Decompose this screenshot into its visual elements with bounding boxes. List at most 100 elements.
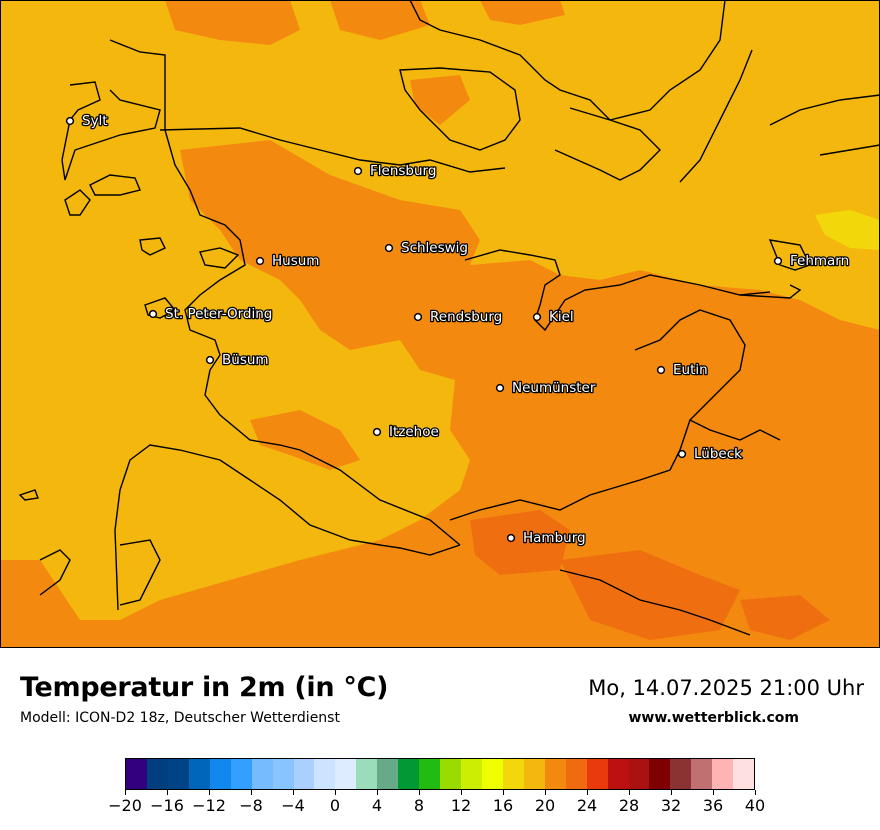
city-label: Neumünster (512, 380, 596, 396)
city-marker (205, 355, 215, 365)
city-label: St. Peter-Ording (165, 306, 272, 322)
city-kiel: Kiel (532, 308, 575, 326)
colorbar-tick (502, 790, 504, 795)
colorbar-tick (544, 790, 546, 795)
city-marker (372, 427, 382, 437)
city-label: Itzehoe (389, 424, 439, 440)
city-label: Husum (272, 253, 319, 269)
colorbar-segment (126, 759, 147, 789)
website-link[interactable]: www.wetterblick.com (628, 710, 800, 726)
colorbar-tick (754, 790, 756, 795)
colorbar-tick-label: 24 (576, 796, 598, 815)
colorbar-segment (523, 759, 545, 789)
city-label: Rendsburg (430, 309, 502, 325)
city-husum: Husum (255, 252, 321, 270)
colorbar-tick-label: 8 (413, 796, 425, 815)
colorbar-tick-label: 0 (329, 796, 341, 815)
city-marker (677, 449, 687, 459)
city-buesum: Büsum (205, 351, 270, 369)
city-marker (413, 312, 423, 322)
city-label: Eutin (673, 362, 708, 378)
colorbar-tick (586, 790, 588, 795)
city-marker (148, 309, 158, 319)
colorbar-segment (440, 759, 461, 789)
colorbar-tick-label: −8 (239, 796, 263, 815)
city-label: Lübeck (694, 446, 742, 462)
colorbar-tick (712, 790, 714, 795)
city-label: Büsum (222, 352, 269, 368)
colorbar-tick (250, 790, 252, 795)
colorbar-tick (292, 790, 294, 795)
colorbar-segment (565, 759, 587, 789)
colorbar-tick-label: 40 (744, 796, 766, 815)
city-flensburg: Flensburg (353, 162, 438, 180)
city-label: Sylt (82, 113, 108, 129)
colorbar-segment (502, 759, 524, 789)
colorbar-segment (481, 759, 503, 789)
colorbar-segment (356, 759, 378, 789)
colorbar-segment (335, 759, 357, 789)
city-sylt: Sylt (65, 112, 109, 130)
city-fehmarn: Fehmarn (773, 252, 850, 270)
colorbar-segment (712, 759, 734, 789)
city-marker (773, 256, 783, 266)
hot-regions (470, 510, 830, 640)
colorbar-segment (691, 759, 713, 789)
colorbar-segment (314, 759, 336, 789)
cool-spot (815, 210, 880, 250)
city-schleswig: Schleswig (384, 239, 469, 257)
temperature-colorbar (125, 758, 755, 790)
colorbar-segment (377, 759, 399, 789)
city-itzehoe: Itzehoe (372, 423, 440, 441)
colorbar-tick-label: 32 (660, 796, 682, 815)
colorbar-segment (293, 759, 315, 789)
colorbar-segment (272, 759, 294, 789)
colorbar-segment (230, 759, 252, 789)
colorbar-segment (670, 759, 692, 789)
colorbar-tick (460, 790, 462, 795)
coastlines (18, 0, 880, 636)
city-marker (506, 533, 516, 543)
colorbar-tick (628, 790, 630, 795)
colorbar-segment (209, 759, 231, 789)
city-marker (656, 365, 666, 375)
city-marker (65, 116, 75, 126)
city-label: Schleswig (401, 240, 468, 256)
colorbar-segment (733, 759, 755, 789)
colorbar-segment (167, 759, 189, 789)
colorbar-segment (649, 759, 671, 789)
colorbar-tick-label: −16 (150, 796, 184, 815)
model-info: Modell: ICON-D2 18z, Deutscher Wetterdie… (20, 710, 340, 726)
colorbar-tick-label: 4 (371, 796, 383, 815)
colorbar-segment (586, 759, 608, 789)
city-label: Flensburg (370, 163, 436, 179)
colorbar-tick-label: 36 (702, 796, 724, 815)
footer: Temperatur in 2m (in °C) Modell: ICON-D2… (0, 648, 880, 830)
city-luebeck: Lübeck (677, 445, 743, 463)
colorbar-ticks: −20 −16 −12 −8 −4 0 4 8 12 16 20 24 28 32 36 40 (0, 790, 880, 820)
city-neumuenster: Neumünster (495, 379, 597, 397)
colorbar-segment (461, 759, 482, 789)
city-label: Fehmarn (790, 253, 849, 269)
colorbar-tick-label: −4 (281, 796, 305, 815)
colorbar-segment (146, 759, 168, 789)
colorbar-segment (398, 759, 420, 789)
colorbar-segment (607, 759, 629, 789)
colorbar-tick-label: 12 (450, 796, 472, 815)
colorbar-segment (188, 759, 210, 789)
colorbar-tick-label: 16 (492, 796, 514, 815)
colorbar-tick (376, 790, 378, 795)
city-st-peter-ording: St. Peter-Ording (148, 305, 274, 323)
colorbar-tick-label: −12 (192, 796, 226, 815)
colorbar-tick (670, 790, 672, 795)
city-marker (384, 243, 394, 253)
colorbar-tick-label: 28 (618, 796, 640, 815)
city-label: Hamburg (523, 530, 586, 546)
forecast-datetime: Mo, 14.07.2025 21:00 Uhr (588, 676, 864, 700)
city-hamburg: Hamburg (506, 529, 587, 547)
colorbar-tick-label: −20 (108, 796, 142, 815)
warm-regions (0, 0, 880, 648)
temperature-map: Sylt Flensburg Schleswig Husum Fehmarn S… (0, 0, 880, 648)
colorbar-tick-label: 20 (534, 796, 556, 815)
colorbar-segment (251, 759, 273, 789)
